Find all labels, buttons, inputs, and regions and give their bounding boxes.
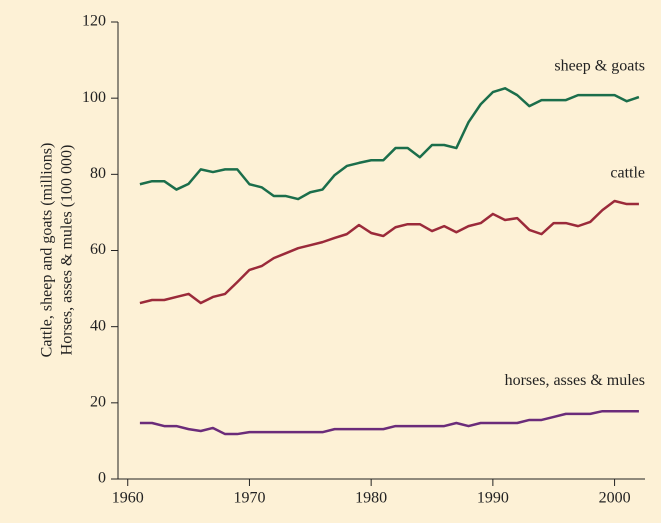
line-label: horses, asses & mules <box>505 372 645 389</box>
y-axis-label: Horses, asses & mules (100 000) <box>59 145 76 356</box>
y-tick-label: 0 <box>98 470 106 487</box>
y-tick-label: 100 <box>82 89 106 106</box>
y-tick-label: 40 <box>90 317 106 334</box>
line-label: sheep & goats <box>554 58 645 75</box>
y-tick-label: 120 <box>82 13 106 30</box>
x-tick-label: 1980 <box>355 490 387 507</box>
line-label: cattle <box>610 165 645 182</box>
line <box>139 199 639 305</box>
x-tick-label: 2000 <box>599 490 631 507</box>
y-tick-label: 20 <box>90 394 106 411</box>
line <box>139 87 640 201</box>
x-tick-label: 1990 <box>477 490 509 507</box>
x-tick-label: 1960 <box>112 490 144 507</box>
y-tick-label: 80 <box>90 165 106 182</box>
y-tick-label: 60 <box>90 241 106 258</box>
x-tick-label: 1970 <box>233 490 265 507</box>
y-axis-label: Cattle, sheep and goats (millions) <box>39 143 56 358</box>
line <box>139 409 639 436</box>
